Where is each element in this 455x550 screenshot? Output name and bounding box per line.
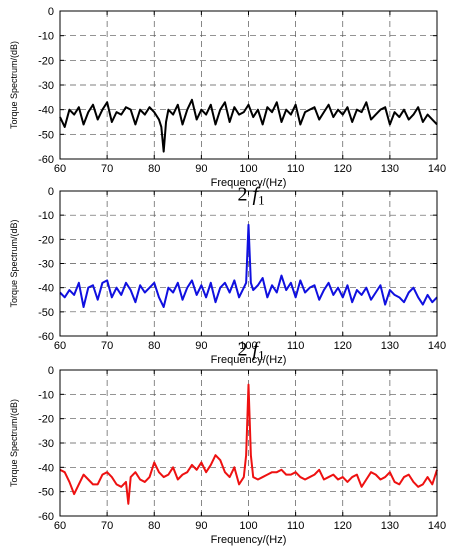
x-tick-label: 80 [148, 520, 160, 532]
series-line-1 [59, 383, 438, 505]
y-axis-label: Torque Spectrum/(dB) [9, 219, 19, 307]
x-tick-label: 80 [148, 163, 160, 175]
y-tick-label: -40 [38, 462, 54, 474]
y-tick-label: -20 [38, 55, 54, 67]
x-axis-label: Frequency/(Hz) [211, 354, 287, 366]
x-tick-label: 100 [239, 340, 257, 352]
y-tick-label: -60 [38, 331, 54, 343]
peak-annotation: 2 f1 [238, 338, 265, 362]
y-tick-label: -50 [38, 307, 54, 319]
x-tick-label: 60 [54, 340, 66, 352]
x-tick-label: 100 [239, 163, 257, 175]
y-tick-label: -40 [38, 105, 54, 117]
y-tick-label: 0 [48, 186, 54, 198]
x-tick-label: 100 [239, 520, 257, 532]
y-tick-label: -40 [38, 283, 54, 295]
x-tick-label: 90 [195, 163, 207, 175]
x-tick-label: 60 [54, 520, 66, 532]
y-tick-label: -10 [38, 389, 54, 401]
y-tick-label: -30 [38, 80, 54, 92]
y-tick-label: -50 [38, 487, 54, 499]
x-tick-label: 110 [287, 163, 305, 175]
x-tick-label: 70 [101, 340, 113, 352]
x-tick-label: 60 [54, 163, 66, 175]
peak-annotation: 2 f1 [238, 184, 265, 208]
y-tick-label: -30 [38, 438, 54, 450]
series-line-1 [59, 98, 438, 153]
x-tick-label: 120 [334, 163, 352, 175]
x-tick-label: 130 [381, 520, 399, 532]
chart-panel-2: 60 70 80 90 100 110 120 130 140 0 -10 -20 -30 -40 -50 -… [9, 184, 446, 366]
y-tick-label: -10 [38, 31, 54, 43]
y-axis-label: Torque Spectrum/(dB) [9, 399, 19, 487]
x-axis-label: Frequency/(Hz) [211, 177, 287, 189]
chart-panel-3: 60 70 80 90 100 110 120 130 140 0 -10 -20 -30 -40 -50 -… [9, 338, 446, 546]
x-tick-label: 110 [287, 520, 305, 532]
y-tick-label: -20 [38, 234, 54, 246]
x-tick-label: 110 [287, 340, 305, 352]
x-tick-label: 130 [381, 163, 399, 175]
x-tick-label: 120 [334, 340, 352, 352]
x-tick-label: 130 [381, 340, 399, 352]
series-line-1 [59, 223, 438, 308]
x-tick-label: 120 [334, 520, 352, 532]
x-tick-label: 140 [428, 520, 446, 532]
y-tick-label: -50 [38, 129, 54, 141]
x-axis-label: Frequency/(Hz) [211, 534, 287, 546]
y-axis-label: Torque Spectrum/(dB) [9, 41, 19, 129]
x-tick-label: 140 [428, 340, 446, 352]
y-tick-label: -60 [38, 154, 54, 166]
y-tick-label: -60 [38, 511, 54, 523]
x-tick-label: 70 [101, 520, 113, 532]
y-tick-label: 0 [48, 365, 54, 377]
y-tick-label: -20 [38, 414, 54, 426]
x-tick-label: 80 [148, 340, 160, 352]
x-tick-label: 90 [195, 520, 207, 532]
x-tick-label: 70 [101, 163, 113, 175]
x-tick-label: 140 [428, 163, 446, 175]
y-tick-label: -10 [38, 210, 54, 222]
x-tick-label: 90 [195, 340, 207, 352]
chart-panel-1: 60 70 80 90 100 110 120 130 140 0 -10 -20 -30 -40 -50 -… [9, 6, 446, 189]
y-tick-label: 0 [48, 6, 54, 18]
y-tick-label: -30 [38, 259, 54, 271]
